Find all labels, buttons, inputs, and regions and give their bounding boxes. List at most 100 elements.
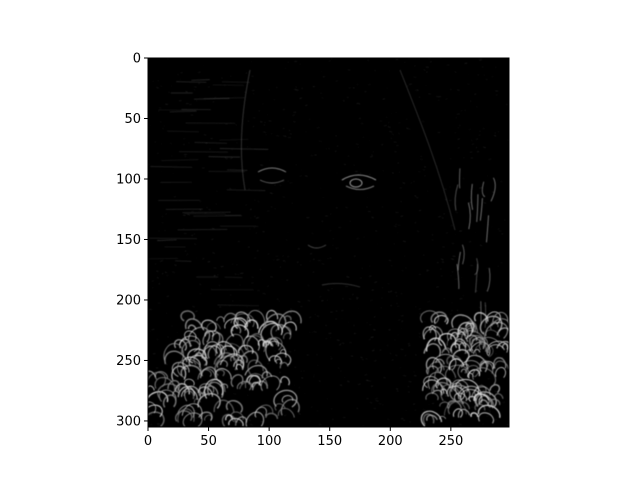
edge-stroke — [274, 208, 276, 210]
edge-stroke — [230, 324, 250, 339]
edge-stroke — [329, 213, 332, 215]
edge-stroke — [263, 131, 267, 133]
edge-stroke — [438, 332, 457, 347]
edge-stroke — [207, 379, 226, 396]
edge-stroke — [212, 252, 216, 254]
edge-stroke — [415, 89, 419, 91]
edge-stroke — [474, 231, 476, 233]
edge-stroke — [148, 404, 163, 418]
edge-stroke — [480, 384, 484, 386]
edge-stroke — [187, 213, 190, 216]
edge-stroke — [443, 213, 445, 215]
edge-stroke — [298, 413, 301, 415]
edge-stroke — [181, 339, 201, 358]
edge-stroke — [194, 142, 228, 144]
edge-stroke — [476, 106, 478, 108]
edge-stroke — [296, 261, 299, 263]
edge-stroke — [319, 296, 322, 298]
edge-stroke — [362, 424, 364, 426]
edge-stroke — [243, 335, 260, 351]
edge-stroke — [182, 211, 231, 214]
edge-stroke — [471, 386, 491, 398]
edge-stroke — [148, 411, 165, 427]
edge-stroke — [369, 324, 372, 326]
edge-stroke — [183, 390, 195, 400]
edge-stroke — [273, 389, 298, 408]
edge-stroke — [339, 384, 343, 386]
edge-stroke — [464, 364, 480, 378]
edge-stroke — [431, 389, 443, 396]
edge-stroke — [468, 395, 477, 402]
edge-stroke — [230, 294, 232, 296]
edge-stroke — [500, 262, 503, 264]
edge-stroke — [362, 136, 365, 138]
edge-stroke — [225, 158, 229, 160]
edge-stroke — [426, 270, 428, 272]
edge-stroke — [236, 264, 238, 266]
edge-stroke — [496, 414, 499, 417]
edge-stroke — [187, 324, 197, 330]
edge-stroke — [274, 352, 292, 366]
y-tick-label: 150 — [116, 233, 141, 248]
x-tick-label: 200 — [378, 434, 403, 449]
edge-stroke — [387, 291, 390, 293]
edge-stroke — [233, 393, 237, 395]
edge-stroke — [200, 366, 217, 376]
edge-stroke — [207, 261, 211, 263]
edge-stroke — [388, 121, 390, 124]
edge-stroke — [423, 343, 441, 357]
edge-stroke — [184, 385, 201, 402]
edge-stroke — [269, 192, 273, 194]
edge-stroke — [393, 225, 397, 228]
edge-stroke — [279, 184, 282, 187]
edge-stroke — [313, 258, 315, 260]
edge-stroke — [188, 354, 208, 367]
edge-stroke — [450, 275, 452, 277]
edge-stroke — [158, 109, 197, 111]
edge-stroke — [307, 284, 310, 287]
edge-stroke — [197, 392, 221, 409]
edge-stroke — [451, 258, 455, 260]
edge-stroke — [460, 388, 483, 405]
edge-stroke — [370, 299, 373, 302]
edge-stroke — [466, 349, 473, 354]
edge-stroke — [432, 381, 453, 392]
edge-stroke — [235, 124, 237, 126]
edge-stroke — [169, 110, 197, 113]
edge-stroke — [281, 395, 294, 403]
edge-stroke — [470, 412, 479, 418]
edge-stroke — [268, 120, 272, 122]
edge-stroke — [171, 365, 187, 381]
edge-stroke — [307, 300, 311, 302]
edge-stroke — [449, 313, 452, 315]
edge-stroke — [373, 316, 376, 318]
edge-stroke — [159, 121, 162, 123]
edge-stroke — [244, 364, 268, 377]
edge-stroke — [321, 282, 361, 288]
edge-stroke — [325, 324, 328, 327]
edge-stroke — [316, 127, 320, 129]
edge-stroke — [438, 216, 442, 218]
edge-stroke — [356, 238, 360, 240]
edge-stroke — [316, 315, 320, 317]
edge-image — [148, 58, 509, 427]
edge-stroke — [426, 414, 438, 421]
edge-stroke — [395, 224, 397, 226]
edge-stroke — [234, 311, 251, 326]
edge-stroke — [169, 337, 171, 339]
edge-stroke — [195, 310, 198, 313]
y-tick-label: 250 — [116, 354, 141, 369]
edge-stroke — [397, 132, 400, 135]
edge-stroke — [230, 355, 240, 362]
edge-stroke — [265, 412, 279, 419]
edge-stroke — [228, 417, 244, 427]
x-axis: 0 50 100 150 200 250 — [144, 427, 463, 449]
edge-stroke — [396, 295, 398, 297]
edge-stroke — [273, 99, 276, 101]
edge-stroke — [477, 404, 501, 418]
edge-stroke — [447, 400, 462, 409]
edge-stroke — [414, 409, 417, 411]
edge-stroke — [472, 367, 496, 386]
edge-stroke — [224, 276, 243, 278]
edge-stroke — [466, 334, 478, 343]
